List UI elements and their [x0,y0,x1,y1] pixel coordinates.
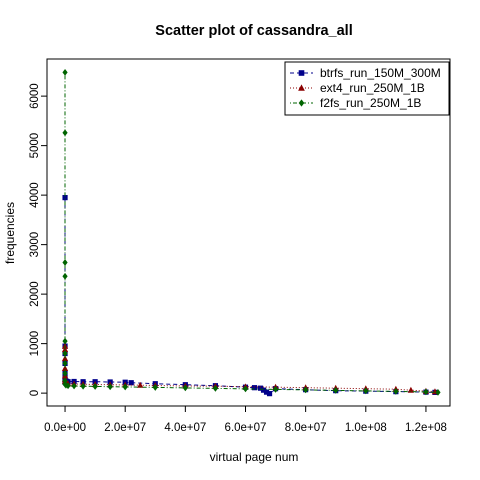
y-tick-label: 0 [29,390,41,396]
data-point [435,389,441,396]
data-point [62,369,68,377]
data-point [62,337,68,345]
x-tick-label: 6.0e+07 [225,422,267,434]
y-tick-label: 1000 [29,331,41,357]
y-tick-label: 2000 [29,281,41,307]
y-tick-label: 6000 [29,83,41,109]
data-point [80,382,86,390]
legend-item: ext4_run_250M_1B [290,81,425,95]
data-point [257,385,264,391]
legend-label: btrfs_run_150M_300M [320,66,441,80]
data-point [107,383,113,391]
series-f2fs_run_250M_1B [62,68,441,396]
x-tick-label: 1.2e+08 [405,422,447,434]
legend-label: ext4_run_250M_1B [320,81,425,95]
data-point [122,383,128,391]
data-point [152,384,158,391]
data-point [251,385,258,391]
legend-marker-swatch [298,70,305,76]
data-point [62,195,68,201]
data-point [423,388,429,396]
data-point [303,386,309,394]
data-point [62,272,68,280]
data-point [62,129,68,137]
legend-marker-swatch [298,99,305,107]
data-point [137,381,144,388]
y-tick-label: 5000 [29,133,41,159]
legend: btrfs_run_150M_300Mext4_run_250M_1Bf2fs_… [284,61,450,116]
data-point [71,382,77,390]
x-tick-label: 2.0e+07 [104,422,146,434]
legend-item: btrfs_run_150M_300M [290,66,441,80]
x-tick-label: 0.0e+00 [44,422,86,434]
data-point [260,387,267,393]
y-tick-label: 4000 [29,182,41,208]
data-point [61,364,69,371]
data-point [62,360,68,367]
y-axis-label: frequencies [3,202,17,264]
data-point [393,388,399,395]
data-point [242,385,249,393]
data-point [182,384,188,392]
data-point [62,350,68,357]
data-point [333,387,339,394]
data-point [92,383,98,390]
data-point [363,387,369,395]
series-line-f2fs_run_250M_1B [64,72,439,393]
data-point [212,385,219,392]
data-point [407,386,415,393]
x-tick-label: 8.0e+07 [285,422,327,434]
legend-item: f2fs_run_250M_1B [290,96,421,110]
y-tick-label: 3000 [29,232,41,258]
data-point [128,380,134,386]
x-axis: 0.0e+00 2.0e+07 4.0e+07 6.0e+07 8.0e+07 1.0e+… [44,405,447,434]
data-point [266,391,273,397]
data-point [263,389,270,395]
x-tick-label: 4.0e+07 [164,422,206,434]
legend-marker-swatch [298,84,305,91]
chart-title: Scatter plot of cassandra_all [155,23,352,39]
data-point [65,382,71,390]
data-point [272,386,279,393]
legend-box [284,61,450,116]
y-axis: 0 1000 2000 3000 4000 5000 6000 [29,83,48,396]
data-point [62,259,68,266]
data-point [62,68,68,76]
legend-label: f2fs_run_250M_1B [320,96,421,110]
x-tick-label: 1.0e+08 [345,422,387,434]
x-axis-label: virtual page num [210,450,299,464]
series-layer [61,68,441,397]
